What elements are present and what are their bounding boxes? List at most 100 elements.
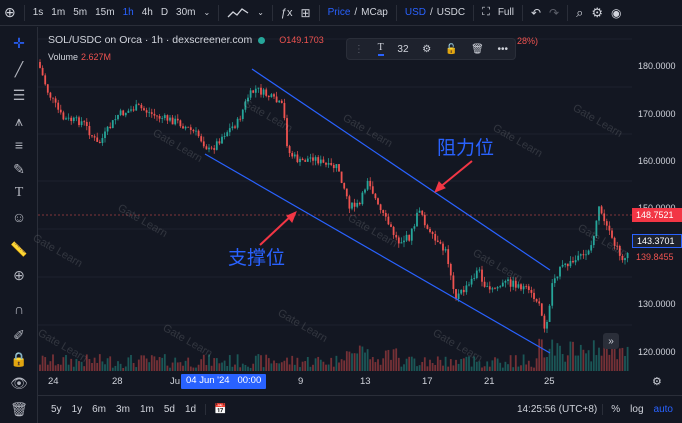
redo-icon[interactable]: ↷ bbox=[549, 5, 560, 20]
range-3m[interactable]: 3m bbox=[116, 404, 130, 415]
time-tick: 17 bbox=[422, 376, 433, 387]
auto-toggle[interactable]: auto bbox=[653, 404, 673, 415]
layout-icon[interactable]: ⊞ bbox=[300, 5, 311, 20]
candle-body bbox=[208, 147, 210, 150]
trash-icon[interactable]: 🗑 bbox=[10, 400, 28, 417]
candle-body bbox=[364, 189, 366, 193]
pencil-lock-icon[interactable]: ✐ bbox=[13, 326, 25, 343]
support-annotation[interactable]: 支撑位 bbox=[228, 247, 286, 269]
range-1m[interactable]: 1m bbox=[139, 404, 154, 415]
clock[interactable]: 14:25:56 (UTC+8) bbox=[516, 404, 598, 415]
price-toggle[interactable]: Price bbox=[327, 7, 351, 18]
interval-1h[interactable]: 1h bbox=[122, 7, 134, 18]
chevron-down-icon[interactable]: ⌄ bbox=[257, 8, 264, 17]
candle-body bbox=[587, 250, 590, 255]
volume-bar bbox=[91, 362, 93, 371]
fib-icon[interactable]: ≡ bbox=[14, 137, 24, 153]
more-icon[interactable]: ••• bbox=[497, 43, 509, 55]
drag-handle-icon[interactable]: ⋮ bbox=[353, 43, 364, 55]
trash-icon[interactable]: 🗑 bbox=[471, 43, 484, 55]
candle-body bbox=[457, 293, 460, 300]
interval-1m[interactable]: 1m bbox=[51, 7, 66, 18]
lock-icon[interactable]: 🔓 bbox=[444, 43, 458, 55]
volume-bar bbox=[483, 366, 486, 371]
mcap-toggle[interactable]: MCap bbox=[361, 7, 388, 18]
time-axis[interactable]: 24 28 Ju 04 Jun '24 00:00 9 13 17 21 25 bbox=[38, 373, 638, 391]
candle-body bbox=[413, 226, 416, 229]
time-tick: 21 bbox=[484, 376, 495, 387]
magnet-icon[interactable]: ∩ bbox=[13, 301, 25, 317]
interval-1s[interactable]: 1s bbox=[32, 7, 44, 18]
settings-icon[interactable]: ⚙ bbox=[422, 43, 432, 55]
support-arrow bbox=[259, 211, 297, 246]
interval-d[interactable]: D bbox=[160, 7, 169, 18]
percent-toggle[interactable]: % bbox=[602, 404, 625, 415]
interval-5m[interactable]: 5m bbox=[73, 7, 88, 18]
scroll-right-button[interactable]: » bbox=[603, 333, 619, 349]
range-5y[interactable]: 5y bbox=[51, 404, 62, 415]
volume-bar bbox=[436, 356, 439, 371]
price-axis[interactable]: 180.0000 170.0000 160.0000 150.0000 130.… bbox=[632, 27, 682, 377]
volume-bar bbox=[148, 362, 151, 371]
candle-body bbox=[556, 276, 559, 279]
brush-icon[interactable]: ✎ bbox=[13, 160, 25, 177]
symbol-title[interactable]: SOL/USDC on Orca · 1h · dexscreener.com bbox=[48, 34, 253, 46]
volume-bar bbox=[241, 363, 244, 371]
volume-label: Volume bbox=[48, 52, 79, 62]
volume-bar bbox=[561, 354, 564, 371]
range-5d[interactable]: 5d bbox=[163, 404, 175, 415]
interval-4h[interactable]: 4h bbox=[141, 7, 153, 18]
candle-body bbox=[132, 109, 135, 111]
full-button[interactable]: Full bbox=[497, 7, 514, 18]
range-6m[interactable]: 6m bbox=[92, 404, 107, 415]
emoji-icon[interactable]: ☺ bbox=[11, 209, 27, 225]
price-chart[interactable] bbox=[38, 27, 682, 395]
axis-settings-icon[interactable]: ⚙ bbox=[652, 376, 662, 388]
ruler-icon[interactable]: 📏 bbox=[10, 240, 28, 257]
volume-bar bbox=[223, 360, 226, 371]
volume-bar bbox=[122, 367, 125, 371]
candle-body bbox=[405, 234, 408, 241]
settings-icon[interactable]: ⚙ bbox=[591, 4, 603, 20]
chart-grid bbox=[38, 38, 632, 326]
text-color-icon[interactable]: T bbox=[377, 42, 384, 56]
font-size-value[interactable]: 32 bbox=[397, 43, 409, 55]
interval-15m[interactable]: 15m bbox=[95, 7, 115, 18]
chevron-down-icon[interactable]: ⌄ bbox=[203, 8, 211, 17]
date-range-icon[interactable]: 📅 bbox=[205, 404, 231, 415]
volume-bar bbox=[494, 357, 496, 371]
volume-bar bbox=[93, 357, 96, 371]
usd-toggle[interactable]: USD bbox=[404, 7, 426, 18]
full-icon[interactable]: ⛶ bbox=[482, 6, 490, 18]
lock-icon[interactable]: 🔒 bbox=[10, 350, 28, 367]
log-toggle[interactable]: log bbox=[630, 404, 644, 415]
search-icon[interactable]: ⌕ bbox=[576, 4, 584, 20]
trend-line-icon[interactable]: ╱ bbox=[14, 60, 24, 77]
chart-type-icon[interactable] bbox=[223, 3, 253, 23]
volume-bar bbox=[410, 356, 413, 371]
range-1d[interactable]: 1d bbox=[184, 404, 197, 415]
volume-bar bbox=[59, 364, 62, 371]
zoom-in-icon[interactable]: ⊕ bbox=[13, 266, 25, 283]
volume-bar bbox=[390, 359, 392, 371]
horizontal-lines-icon[interactable]: ☰ bbox=[12, 86, 26, 103]
volume-bar bbox=[130, 354, 132, 371]
indicators-icon[interactable]: ƒx bbox=[280, 6, 293, 19]
resistance-annotation[interactable]: 阻力位 bbox=[437, 137, 495, 159]
add-symbol-icon[interactable]: ⊕ bbox=[4, 4, 16, 20]
pitchfork-icon[interactable]: ⩚ bbox=[15, 112, 23, 129]
chart-legend: SOL/USDC on Orca · 1h · dexscreener.com … bbox=[48, 34, 324, 46]
range-1y[interactable]: 1y bbox=[71, 404, 83, 415]
crosshair-icon[interactable]: ✛ bbox=[13, 34, 25, 51]
candle-body bbox=[192, 129, 195, 132]
volume-bar bbox=[244, 364, 247, 371]
candle-body bbox=[384, 212, 387, 217]
eye-icon[interactable]: 👁 bbox=[10, 374, 28, 391]
camera-icon[interactable]: ◉ bbox=[611, 5, 622, 20]
usdc-toggle[interactable]: USDC bbox=[436, 7, 466, 18]
volume-bar bbox=[413, 358, 416, 371]
interval-30m[interactable]: 30m bbox=[176, 7, 196, 18]
text-icon[interactable]: T bbox=[14, 185, 24, 200]
change-value: 28%) bbox=[517, 36, 539, 46]
undo-icon[interactable]: ↶ bbox=[530, 5, 541, 20]
